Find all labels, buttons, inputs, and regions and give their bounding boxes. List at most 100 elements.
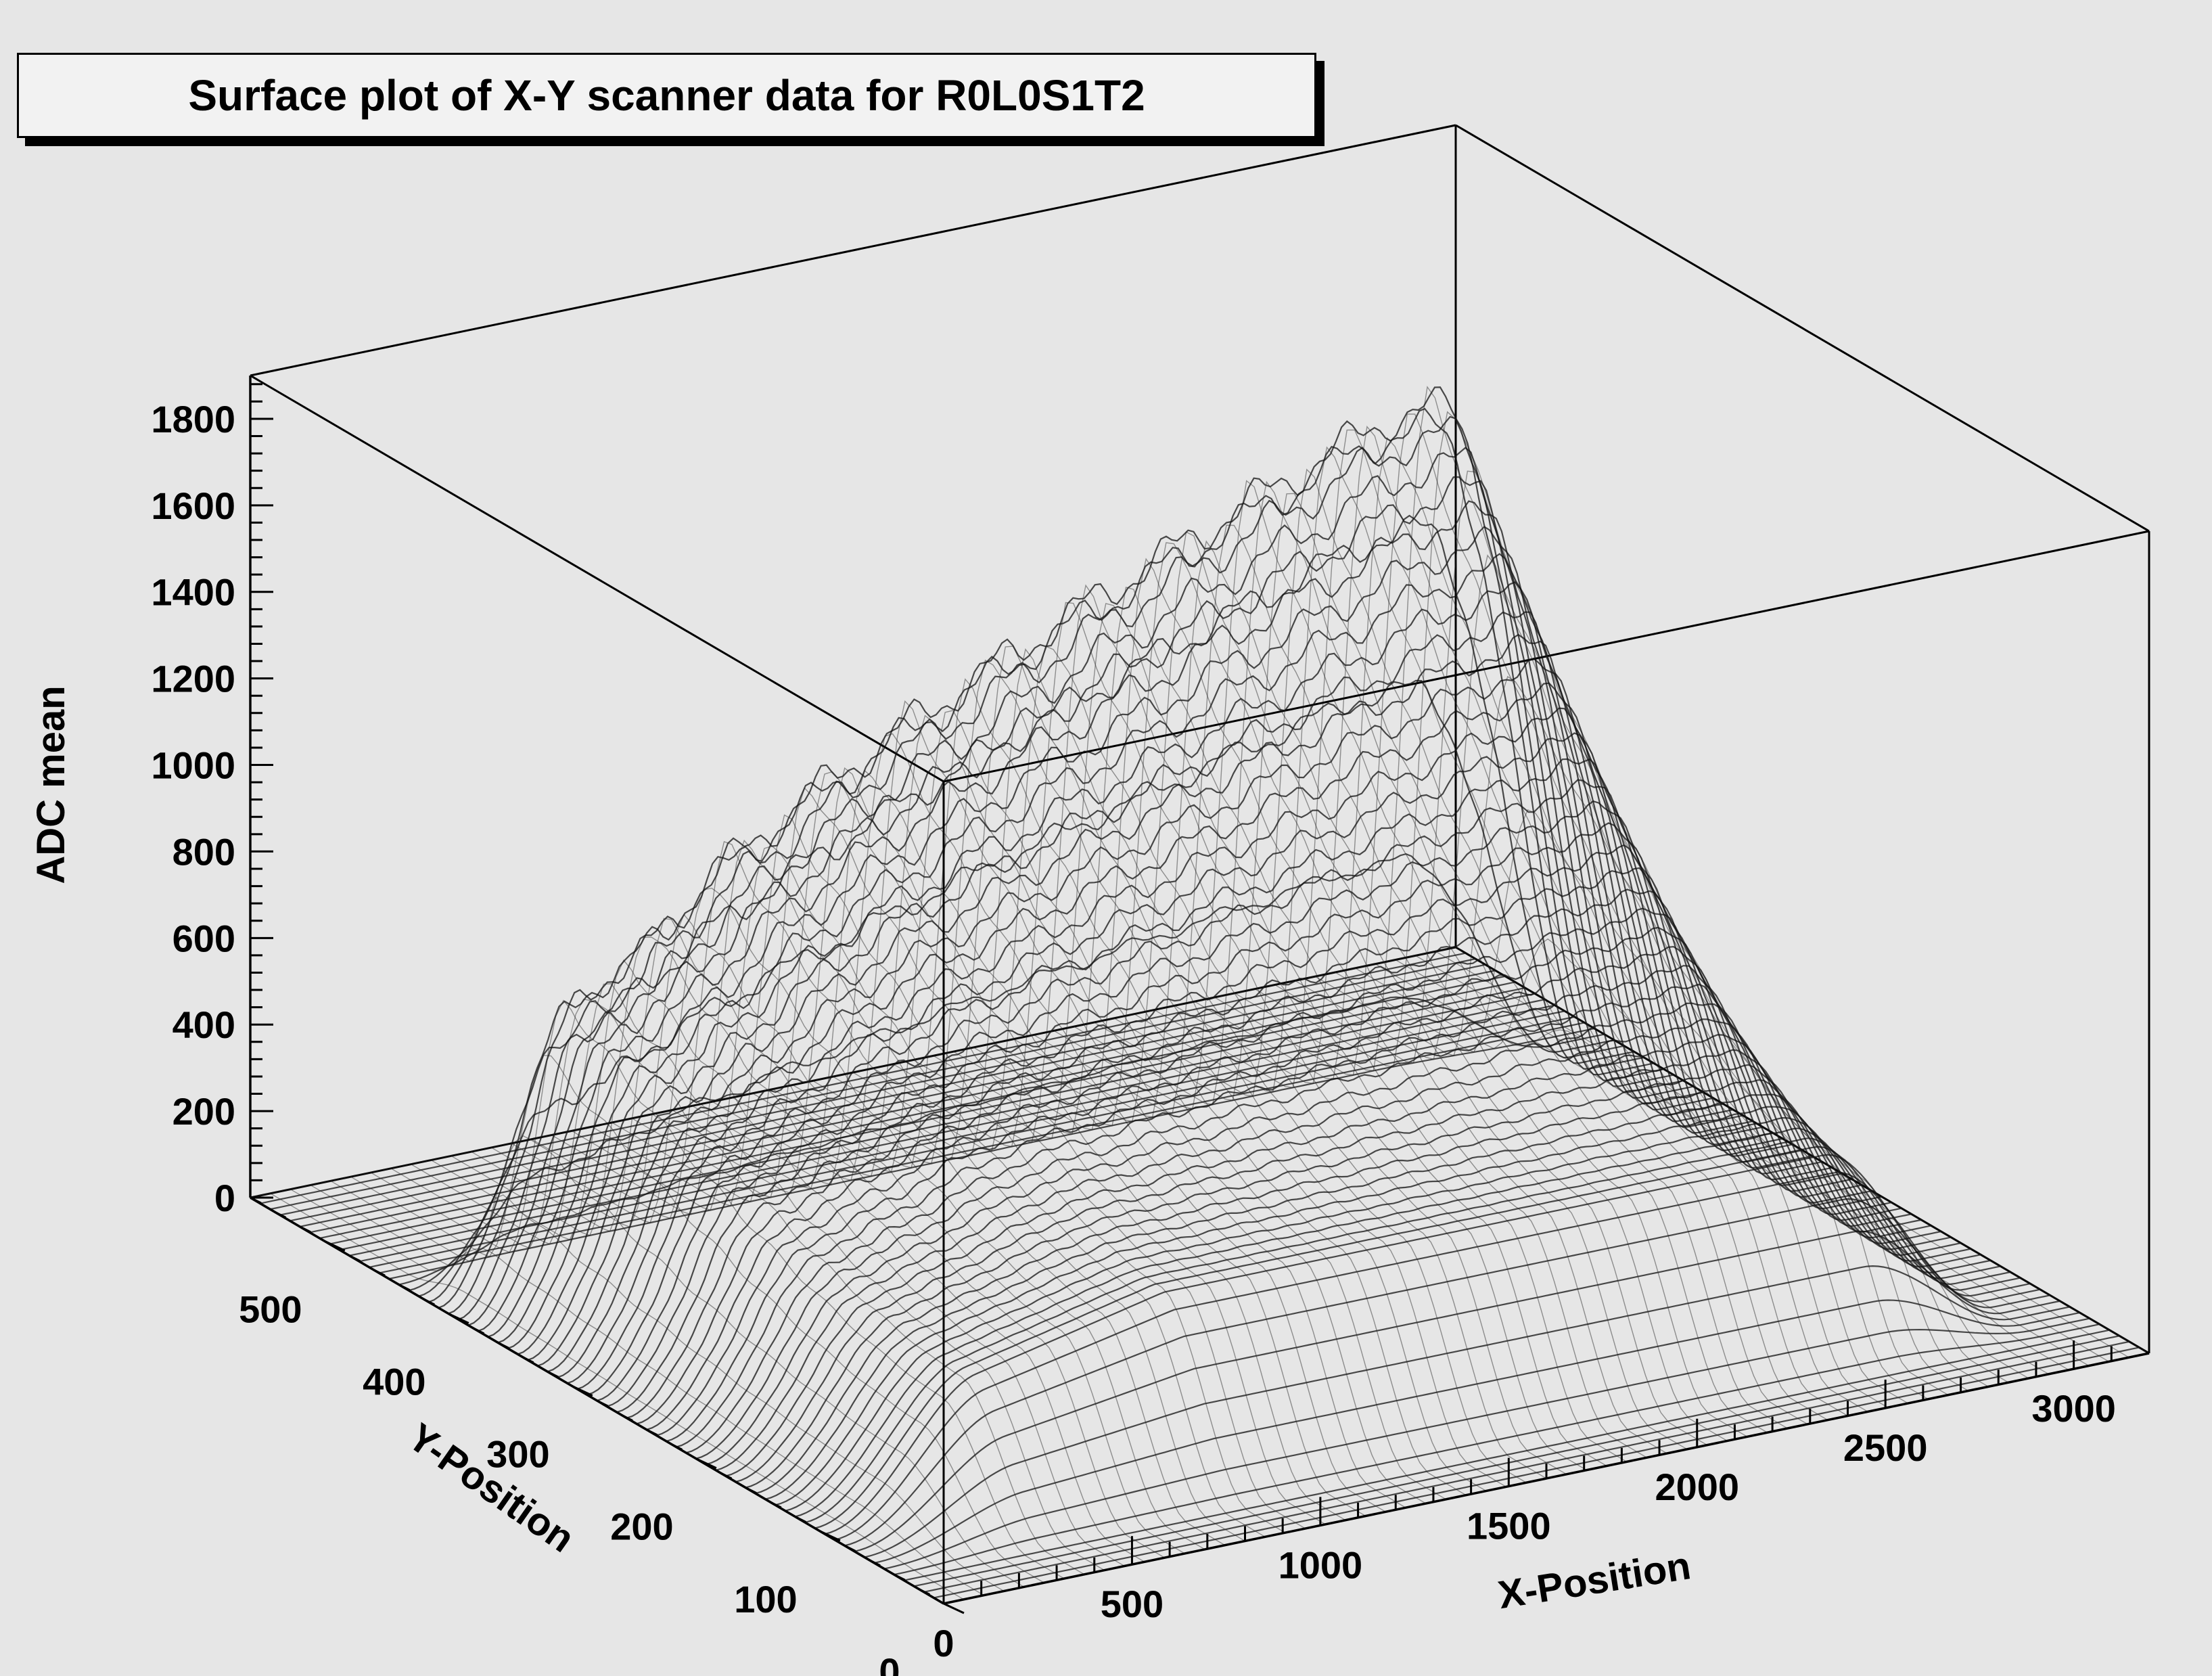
- box-edge-top-left: [250, 374, 944, 783]
- y-tick: [894, 1573, 906, 1581]
- surface-line: [814, 1146, 2021, 1529]
- surface-line: [586, 758, 1793, 1396]
- surface-line: [359, 1010, 1565, 1263]
- y-tick: [621, 1414, 633, 1422]
- surface-line: [557, 682, 1764, 1378]
- surface-line: [350, 1054, 1044, 1583]
- box-edge-top-back: [250, 124, 1456, 377]
- surface-line: [616, 822, 1823, 1413]
- surface-line: [755, 1079, 1962, 1495]
- z-tick-label: 1200: [151, 658, 235, 700]
- surface-line: [1395, 959, 2090, 1367]
- surface-line: [913, 1335, 2120, 1587]
- surface-line: [1174, 425, 1868, 1412]
- surface-line: [478, 476, 1684, 1332]
- surface-line: [712, 700, 1406, 1508]
- z-tick-label: 800: [172, 830, 235, 873]
- surface-line: [706, 1002, 1912, 1466]
- surface-line: [656, 907, 1862, 1436]
- surface-line: [606, 800, 1813, 1407]
- surface-line: [491, 913, 1185, 1554]
- surface-line: [507, 553, 1713, 1349]
- surface-line: [1154, 429, 1848, 1417]
- surface-line: [785, 1116, 1991, 1512]
- z-tick-label: 1000: [151, 744, 235, 787]
- surface-line: [953, 558, 1647, 1458]
- surface-line: [279, 964, 1486, 1216]
- z-tick-label: 400: [172, 1003, 235, 1046]
- y-tick-label: 100: [734, 1578, 797, 1621]
- surface-line: [636, 867, 1843, 1425]
- x-tick-label: 3000: [2031, 1387, 2116, 1430]
- surface-line: [591, 814, 1286, 1533]
- y-tick: [448, 1313, 469, 1324]
- z-tick-label: 1800: [151, 398, 235, 440]
- surface-line: [626, 844, 1833, 1419]
- surface-line: [631, 771, 1326, 1525]
- surface-line: [571, 845, 1266, 1537]
- y-tick: [695, 1457, 717, 1470]
- surface-line: [646, 888, 1852, 1430]
- surface-line: [612, 787, 1306, 1529]
- axes: 0 200 400 600 800 1000 1200 1400 1600 1800 0 100 200…: [151, 376, 2150, 1676]
- surface-line: [844, 1198, 2050, 1547]
- surface-line: [418, 679, 1625, 1297]
- surface-line: [1013, 540, 1707, 1446]
- y-tick: [770, 1501, 782, 1509]
- surface-line: [933, 587, 1628, 1462]
- surface-line: [752, 710, 1446, 1500]
- y-tick: [522, 1356, 534, 1364]
- y-tick: [497, 1341, 509, 1349]
- surface-line: [812, 646, 1506, 1487]
- surface-line: [471, 918, 1166, 1558]
- y-tick: [299, 1225, 311, 1233]
- surface-line: [398, 996, 1605, 1286]
- surface-line: [993, 531, 1688, 1450]
- z-tick-label: 600: [172, 917, 235, 959]
- surface-line: [1094, 493, 1788, 1429]
- surface-line: [775, 1106, 1981, 1506]
- surface-line: [310, 1184, 1005, 1592]
- surface-line: [1214, 413, 1908, 1404]
- surface-line: [430, 959, 1125, 1567]
- y-tick: [250, 1196, 262, 1204]
- x-tick-label: 2500: [1843, 1426, 1928, 1469]
- surface-line: [448, 386, 1655, 1315]
- y-tick: [918, 1588, 931, 1595]
- x-tick-label: 2000: [1655, 1466, 1739, 1508]
- y-tick: [324, 1240, 346, 1252]
- surface-line: [576, 732, 1783, 1390]
- surface-line: [511, 887, 1205, 1550]
- surface-line: [388, 1027, 1595, 1280]
- surface-line: [695, 983, 1902, 1459]
- surface-line: [270, 1193, 965, 1600]
- surface-line: [883, 1317, 2090, 1570]
- chart-title: Surface plot of X-Y scanner data for R0L…: [188, 71, 1145, 120]
- surface-line: [487, 500, 1694, 1338]
- surface-line: [551, 839, 1245, 1542]
- surface-line: [390, 999, 1085, 1575]
- y-tick: [794, 1516, 807, 1523]
- surface-line: [1033, 524, 1728, 1442]
- surface-line: [825, 1154, 2031, 1535]
- surface-line: [832, 648, 1527, 1483]
- surface-line: [467, 447, 1674, 1326]
- surface-line: [893, 584, 1587, 1471]
- x-tick-label: 500: [1101, 1583, 1163, 1625]
- surface-line: [894, 1323, 2100, 1576]
- surface-line: [547, 657, 1753, 1373]
- y-tick-label: 0: [879, 1650, 900, 1676]
- surface-line: [1074, 480, 1768, 1433]
- z-tick-label: 200: [172, 1090, 235, 1133]
- y-tick-label: 200: [610, 1505, 673, 1548]
- surface-line: [527, 611, 1734, 1361]
- surface-line: [567, 707, 1773, 1384]
- surface-line: [672, 769, 1366, 1517]
- surface-line: [1295, 554, 1989, 1387]
- y-tick: [646, 1428, 658, 1436]
- surface-line: [537, 633, 1743, 1367]
- surface-line: [1134, 446, 1828, 1421]
- surface-line: [772, 678, 1467, 1496]
- surface-line: [1375, 964, 2069, 1371]
- y-tick-label: 400: [363, 1360, 425, 1403]
